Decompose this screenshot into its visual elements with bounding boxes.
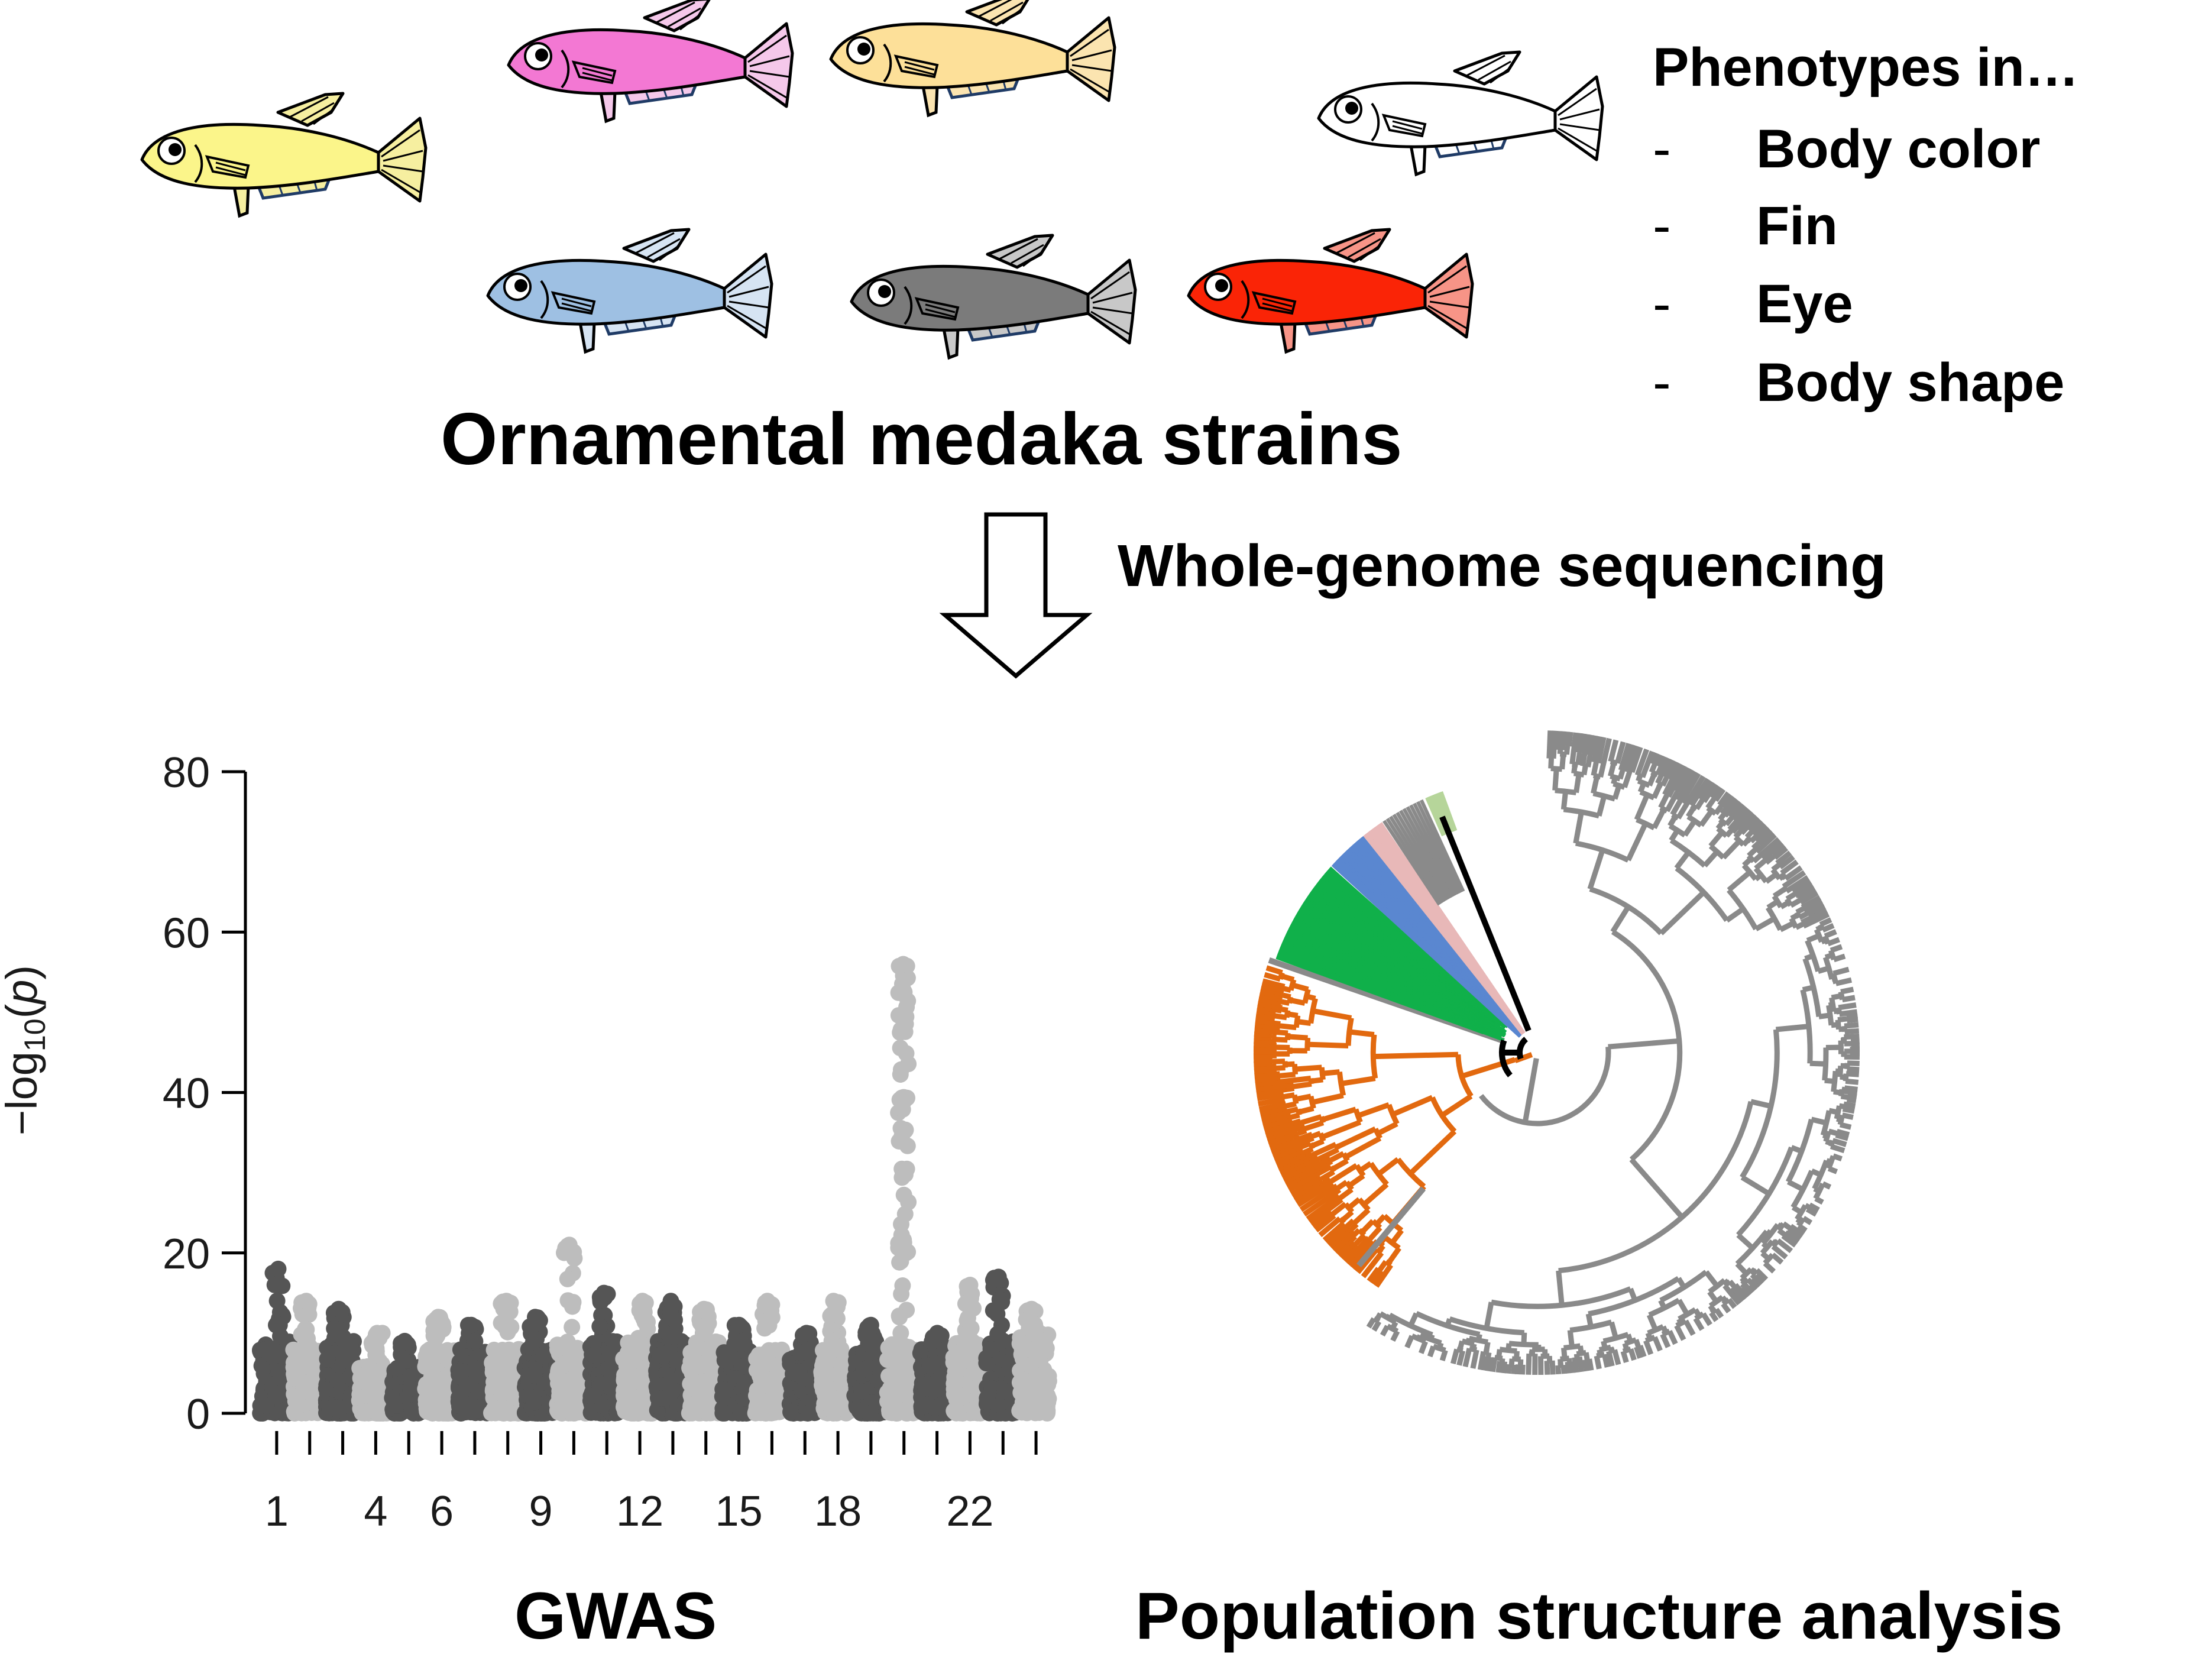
phenotype-label: Body color — [1756, 119, 2041, 179]
fish-icon — [1317, 50, 1604, 177]
snp-point — [271, 1316, 288, 1333]
phenotype-dash: - — [1653, 352, 1671, 413]
snp-point — [289, 1364, 306, 1380]
snp-peak-point — [297, 1293, 315, 1310]
fish-icon — [829, 0, 1116, 118]
snp-peak-point — [368, 1325, 386, 1342]
snp-point — [403, 1402, 420, 1419]
fish-icon — [850, 234, 1137, 360]
phenotype-label: Eye — [1756, 274, 1853, 334]
population-structure-label: Population structure analysis — [1135, 1579, 2063, 1653]
snp-point — [357, 1403, 374, 1420]
fish-icon — [486, 228, 773, 354]
snp-point — [403, 1381, 420, 1398]
snp-point — [297, 1320, 314, 1338]
chromosome-points — [351, 1325, 397, 1422]
phenotype-label: Body shape — [1756, 352, 2065, 413]
snp-point — [361, 1378, 378, 1395]
phenotypes-heading: Phenotypes in… — [1653, 37, 2079, 98]
fish-illustrations — [140, 0, 1604, 360]
snp-point — [258, 1397, 275, 1414]
phenotype-item: - Eye — [1653, 273, 1853, 335]
chromosome-points — [384, 1332, 430, 1422]
snp-point — [329, 1372, 347, 1389]
snp-peak-point — [396, 1332, 413, 1349]
phenotype-item: - Body color — [1653, 118, 2040, 180]
snp-point — [270, 1363, 287, 1380]
snp-peak-point — [330, 1300, 347, 1318]
snp-point — [304, 1390, 321, 1407]
chromosome-points — [318, 1300, 364, 1422]
snp-point — [402, 1368, 419, 1386]
snp-peak-point — [270, 1260, 287, 1277]
phenotype-label: Fin — [1756, 196, 1838, 256]
snp-point — [368, 1346, 385, 1364]
phenotype-dash: - — [1653, 119, 1671, 179]
main-title: Ornamental medaka strains — [441, 399, 1403, 480]
snp-point — [389, 1397, 406, 1414]
fish-icon — [507, 0, 794, 124]
phenotype-item: - Fin — [1653, 195, 1838, 257]
phenotype-item: - Body shape — [1653, 352, 2064, 414]
chromosome-points — [285, 1293, 331, 1422]
snp-point — [268, 1292, 286, 1309]
phenotype-dash: - — [1653, 196, 1671, 256]
snp-point — [329, 1326, 347, 1344]
snp-point — [294, 1306, 311, 1323]
snp-point — [321, 1400, 338, 1417]
fish-icon — [140, 92, 428, 218]
snp-point — [266, 1276, 283, 1293]
snp-point — [319, 1351, 336, 1368]
sequencing-label: Whole-genome sequencing — [1118, 533, 1887, 599]
phenotype-dash: - — [1653, 274, 1671, 334]
fish-icon — [1187, 228, 1474, 354]
snp-point — [262, 1346, 279, 1362]
snp-point — [291, 1397, 308, 1414]
